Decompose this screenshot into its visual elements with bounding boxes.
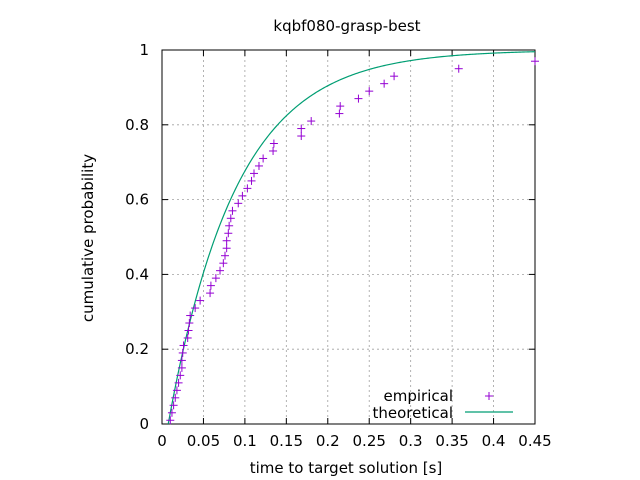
y-axis-label: cumulative probability — [79, 154, 97, 322]
x-tick-label: 0.35 — [435, 432, 468, 450]
empirical-point — [166, 416, 174, 424]
empirical-point — [269, 147, 277, 155]
y-axis-ticks: 0 0.2 0.4 0.6 0.8 1 — [125, 41, 535, 433]
series-theoretical — [168, 52, 535, 424]
x-tick-label: 0.25 — [353, 432, 386, 450]
empirical-point — [196, 297, 204, 305]
x-tick-label: 0.15 — [270, 432, 303, 450]
empirical-point — [238, 192, 246, 200]
legend-plus-marker — [485, 392, 493, 400]
empirical-point — [223, 237, 231, 245]
legend-marker-empirical — [485, 392, 493, 400]
empirical-point — [297, 132, 305, 140]
empirical-point — [186, 312, 194, 320]
x-tick-label: 0.2 — [316, 432, 340, 450]
empirical-point — [259, 154, 267, 162]
x-tick-label: 0.45 — [518, 432, 551, 450]
chart-title: kqbf080-grasp-best — [273, 17, 420, 35]
empirical-point — [390, 72, 398, 80]
empirical-point — [221, 252, 229, 260]
grid-lines — [162, 50, 535, 424]
y-tick-label: 0.6 — [125, 191, 149, 209]
empirical-point — [223, 244, 231, 252]
y-tick-label: 0.2 — [125, 340, 149, 358]
y-tick-label: 0.4 — [125, 265, 149, 283]
empirical-point — [228, 207, 236, 215]
plot-frame — [162, 50, 535, 424]
x-tick-label: 0.05 — [187, 432, 220, 450]
x-tick-label: 0.3 — [399, 432, 423, 450]
legend-label-theoretical: theoretical — [372, 404, 453, 422]
empirical-point — [185, 327, 193, 335]
empirical-point — [219, 259, 227, 267]
x-axis-label: time to target solution [s] — [250, 459, 443, 477]
empirical-point — [365, 87, 373, 95]
legend: empirical theoretical — [372, 387, 513, 422]
empirical-point — [455, 65, 463, 73]
empirical-point — [168, 409, 176, 417]
x-tick-label: 0 — [157, 432, 167, 450]
empirical-point — [212, 274, 220, 282]
empirical-point — [206, 289, 214, 297]
legend-label-empirical: empirical — [384, 387, 453, 405]
y-tick-label: 0.8 — [125, 116, 149, 134]
empirical-point — [234, 199, 242, 207]
empirical-point — [335, 110, 343, 118]
empirical-point — [224, 229, 232, 237]
empirical-point — [180, 341, 188, 349]
empirical-point — [297, 125, 305, 133]
plot-frame-layer — [162, 50, 535, 424]
theoretical-curve — [168, 52, 535, 424]
empirical-point — [179, 349, 187, 357]
x-tick-label: 0.4 — [482, 432, 506, 450]
empirical-point — [185, 319, 193, 327]
x-axis-ticks: 0 0.05 0.1 0.15 0.2 0.25 0.3 0.35 0.4 0.45 — [157, 50, 551, 450]
empirical-point — [250, 169, 258, 177]
y-tick-label: 0 — [139, 415, 149, 433]
y-tick-label: 1 — [139, 41, 149, 59]
empirical-point — [380, 80, 388, 88]
empirical-point — [270, 140, 278, 148]
x-tick-label: 0.1 — [233, 432, 257, 450]
empirical-point — [307, 117, 315, 125]
empirical-point — [248, 177, 256, 185]
empirical-point — [225, 222, 233, 230]
empirical-point — [255, 162, 263, 170]
empirical-point — [207, 282, 215, 290]
empirical-point — [336, 102, 344, 110]
empirical-point — [354, 95, 362, 103]
empirical-point — [531, 57, 539, 65]
empirical-point — [178, 356, 186, 364]
series-empirical — [166, 57, 539, 424]
empirical-point — [227, 214, 235, 222]
empirical-point — [216, 267, 224, 275]
